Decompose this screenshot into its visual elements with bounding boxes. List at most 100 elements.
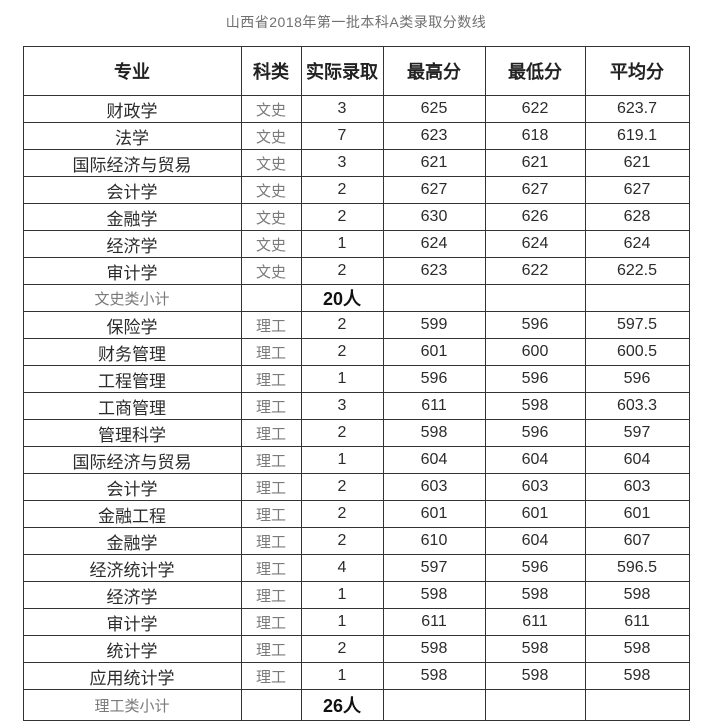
cell-count: 2 xyxy=(301,420,383,447)
cell-category: 理工 xyxy=(241,312,301,339)
cell-min: 596 xyxy=(485,420,585,447)
subtotal-count: 20人 xyxy=(301,285,383,312)
cell-max: 625 xyxy=(383,96,485,123)
page-title: 山西省2018年第一批本科A类录取分数线 xyxy=(0,12,712,32)
cell-count: 2 xyxy=(301,501,383,528)
cell-count: 3 xyxy=(301,393,383,420)
cell-min: 596 xyxy=(485,555,585,582)
cell-empty xyxy=(485,690,585,721)
col-header-category: 科类 xyxy=(241,47,301,96)
table-row: 会计学理工2603603603 xyxy=(23,474,689,501)
cell-min: 598 xyxy=(485,636,585,663)
cell-max: 598 xyxy=(383,636,485,663)
cell-max: 611 xyxy=(383,393,485,420)
cell-count: 2 xyxy=(301,339,383,366)
cell-avg: 611 xyxy=(585,609,689,636)
cell-max: 599 xyxy=(383,312,485,339)
table-row: 法学文史7623618619.1 xyxy=(23,123,689,150)
cell-avg: 600.5 xyxy=(585,339,689,366)
cell-avg: 627 xyxy=(585,177,689,204)
table-row: 管理科学理工2598596597 xyxy=(23,420,689,447)
cell-avg: 604 xyxy=(585,447,689,474)
cell-major: 经济学 xyxy=(23,582,241,609)
cell-empty xyxy=(383,285,485,312)
cell-max: 623 xyxy=(383,123,485,150)
cell-min: 611 xyxy=(485,609,585,636)
cell-min: 603 xyxy=(485,474,585,501)
cell-major: 金融学 xyxy=(23,204,241,231)
cell-avg: 621 xyxy=(585,150,689,177)
cell-major: 国际经济与贸易 xyxy=(23,150,241,177)
cell-avg: 596.5 xyxy=(585,555,689,582)
cell-max: 598 xyxy=(383,420,485,447)
cell-min: 598 xyxy=(485,393,585,420)
cell-min: 604 xyxy=(485,528,585,555)
cell-category: 文史 xyxy=(241,177,301,204)
cell-major: 工商管理 xyxy=(23,393,241,420)
cell-major: 经济统计学 xyxy=(23,555,241,582)
table-row: 保险学理工2599596597.5 xyxy=(23,312,689,339)
cell-min: 622 xyxy=(485,96,585,123)
table-row: 审计学文史2623622622.5 xyxy=(23,258,689,285)
table-row: 金融学文史2630626628 xyxy=(23,204,689,231)
cell-empty xyxy=(241,690,301,721)
cell-max: 611 xyxy=(383,609,485,636)
table-subtotal-row: 文史类小计 20人 xyxy=(23,285,689,312)
cell-count: 2 xyxy=(301,528,383,555)
table-row: 统计学理工2598598598 xyxy=(23,636,689,663)
cell-major: 审计学 xyxy=(23,258,241,285)
cell-category: 理工 xyxy=(241,636,301,663)
table-row: 金融学理工2610604607 xyxy=(23,528,689,555)
cell-min: 626 xyxy=(485,204,585,231)
cell-empty xyxy=(383,690,485,721)
cell-empty xyxy=(585,285,689,312)
table-row: 经济学理工1598598598 xyxy=(23,582,689,609)
col-header-major: 专业 xyxy=(23,47,241,96)
cell-count: 1 xyxy=(301,663,383,690)
cell-min: 622 xyxy=(485,258,585,285)
col-header-min: 最低分 xyxy=(485,47,585,96)
cell-category: 文史 xyxy=(241,150,301,177)
col-header-count: 实际录取 xyxy=(301,47,383,96)
admission-table: 专业 科类 实际录取 最高分 最低分 平均分 财政学文史3625622623.7… xyxy=(23,46,690,721)
table-header: 专业 科类 实际录取 最高分 最低分 平均分 xyxy=(23,47,689,96)
cell-count: 1 xyxy=(301,609,383,636)
cell-empty xyxy=(485,285,585,312)
cell-category: 文史 xyxy=(241,258,301,285)
table-row: 金融工程理工2601601601 xyxy=(23,501,689,528)
cell-category: 文史 xyxy=(241,231,301,258)
cell-major: 工程管理 xyxy=(23,366,241,393)
cell-min: 618 xyxy=(485,123,585,150)
table-body: 财政学文史3625622623.7法学文史7623618619.1国际经济与贸易… xyxy=(23,96,689,721)
subtotal-label: 文史类小计 xyxy=(23,285,241,312)
cell-category: 理工 xyxy=(241,528,301,555)
cell-max: 623 xyxy=(383,258,485,285)
cell-min: 627 xyxy=(485,177,585,204)
cell-category: 文史 xyxy=(241,96,301,123)
cell-max: 610 xyxy=(383,528,485,555)
cell-avg: 597.5 xyxy=(585,312,689,339)
cell-avg: 622.5 xyxy=(585,258,689,285)
cell-max: 624 xyxy=(383,231,485,258)
cell-category: 理工 xyxy=(241,555,301,582)
cell-max: 604 xyxy=(383,447,485,474)
cell-count: 1 xyxy=(301,582,383,609)
table-row: 会计学文史2627627627 xyxy=(23,177,689,204)
cell-count: 3 xyxy=(301,150,383,177)
cell-major: 应用统计学 xyxy=(23,663,241,690)
table-row: 审计学理工1611611611 xyxy=(23,609,689,636)
cell-avg: 598 xyxy=(585,636,689,663)
cell-count: 4 xyxy=(301,555,383,582)
cell-category: 文史 xyxy=(241,204,301,231)
cell-count: 7 xyxy=(301,123,383,150)
cell-major: 管理科学 xyxy=(23,420,241,447)
cell-avg: 628 xyxy=(585,204,689,231)
cell-count: 2 xyxy=(301,636,383,663)
cell-min: 604 xyxy=(485,447,585,474)
cell-max: 627 xyxy=(383,177,485,204)
table-row: 应用统计学理工1598598598 xyxy=(23,663,689,690)
cell-category: 理工 xyxy=(241,663,301,690)
cell-major: 会计学 xyxy=(23,177,241,204)
cell-category: 理工 xyxy=(241,474,301,501)
cell-major: 保险学 xyxy=(23,312,241,339)
